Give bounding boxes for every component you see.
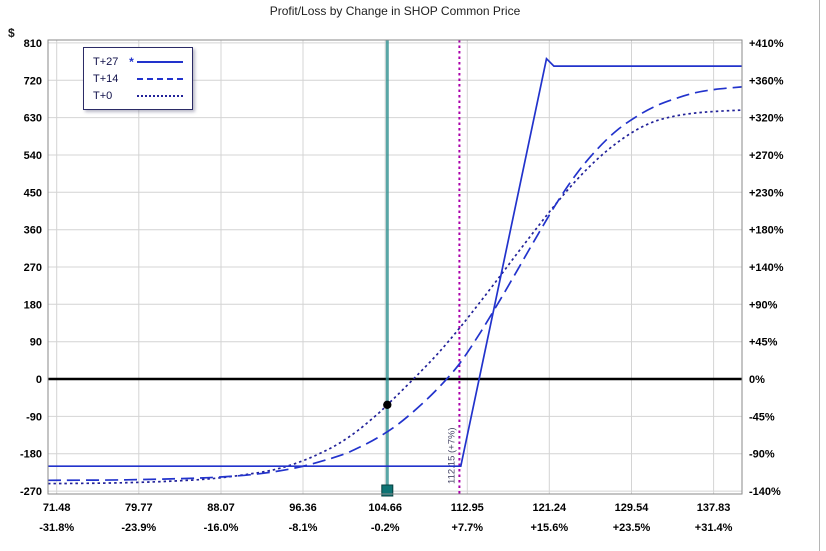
svg-text:+270%: +270% — [749, 150, 784, 162]
svg-text:121.24: 121.24 — [532, 502, 567, 514]
svg-text:104.66: 104.66 — [368, 502, 402, 514]
svg-text:71.48: 71.48 — [43, 502, 71, 514]
svg-text:90: 90 — [30, 337, 42, 349]
series-curves — [48, 56, 742, 485]
svg-text:112.95: 112.95 — [451, 502, 484, 514]
svg-text:+90%: +90% — [749, 299, 778, 311]
legend-line-sample-solid — [137, 60, 183, 63]
target-price-annotation: 112.15 (+7%) — [446, 427, 457, 484]
x-axis-percent-labels: -31.8% -23.9% -16.0% -8.1% -0.2% +7.7% +15.6% +… — [39, 522, 732, 534]
legend-item-t0: T+0 — [93, 87, 183, 104]
svg-text:720: 720 — [24, 75, 42, 87]
chart-title: Profit/Loss by Change in SHOP Common Pri… — [269, 4, 521, 18]
y-axis-right-labels: +410% +360% +320% +270% +230% +180% +140% +90% +… — [749, 38, 784, 498]
svg-text:180: 180 — [24, 299, 42, 311]
svg-text:+360%: +360% — [749, 75, 784, 87]
svg-text:-45%: -45% — [749, 411, 775, 423]
svg-text:0%: 0% — [749, 374, 765, 386]
y-axis-dollar-label: $ — [8, 26, 15, 40]
svg-text:79.77: 79.77 — [125, 502, 153, 514]
svg-text:+23.5%: +23.5% — [613, 522, 651, 534]
price-slider-handle[interactable] — [381, 484, 394, 497]
svg-text:88.07: 88.07 — [207, 502, 235, 514]
svg-text:+180%: +180% — [749, 225, 784, 237]
plot-border — [47, 39, 743, 495]
series-t0-line — [48, 109, 742, 485]
svg-text:+410%: +410% — [749, 38, 784, 50]
svg-text:-270: -270 — [20, 486, 42, 498]
current-pl-dot — [383, 400, 392, 409]
svg-text:-0.2%: -0.2% — [371, 522, 400, 534]
svg-text:-90%: -90% — [749, 449, 775, 461]
svg-text:270: 270 — [24, 262, 42, 274]
series-t14-line — [48, 86, 742, 482]
window-edge-divider — [819, 0, 820, 551]
svg-text:-140%: -140% — [749, 486, 781, 498]
svg-text:+45%: +45% — [749, 337, 778, 349]
svg-text:+15.6%: +15.6% — [530, 522, 568, 534]
x-axis-price-labels: 71.48 79.77 88.07 96.36 104.66 112.95 121.24 12… — [43, 502, 730, 514]
svg-text:360: 360 — [24, 225, 42, 237]
svg-text:450: 450 — [24, 187, 42, 199]
svg-text:+140%: +140% — [749, 262, 784, 274]
svg-text:+31.4%: +31.4% — [695, 522, 733, 534]
svg-text:137.83: 137.83 — [697, 502, 731, 514]
legend-line-sample-dot — [137, 94, 183, 97]
svg-text:0: 0 — [36, 374, 42, 386]
svg-text:-16.0%: -16.0% — [204, 522, 239, 534]
svg-text:630: 630 — [24, 113, 42, 125]
legend-label-t14: T+14 — [93, 72, 119, 85]
svg-text:+230%: +230% — [749, 187, 784, 199]
svg-text:810: 810 — [24, 38, 42, 50]
legend-label-t27: T+27 — [93, 55, 119, 68]
legend-label-t0: T+0 — [93, 89, 113, 102]
svg-text:+320%: +320% — [749, 113, 784, 125]
legend-asterisk-marker: * — [129, 54, 134, 69]
svg-text:540: 540 — [24, 150, 42, 162]
legend: T+27 * T+14 T+0 — [83, 47, 193, 110]
legend-item-t27: T+27 * — [93, 53, 183, 70]
y-axis-left-labels: 810 720 630 540 450 360 270 180 90 0 -90 -180 -270 — [20, 38, 42, 498]
gridlines — [48, 40, 742, 494]
legend-item-t14: T+14 — [93, 70, 183, 87]
svg-text:-23.9%: -23.9% — [121, 522, 156, 534]
svg-text:96.36: 96.36 — [289, 502, 317, 514]
svg-text:-8.1%: -8.1% — [289, 522, 318, 534]
svg-text:129.54: 129.54 — [615, 502, 650, 514]
svg-text:-180: -180 — [20, 449, 42, 461]
legend-line-sample-long-dash — [137, 77, 183, 80]
svg-text:+7.7%: +7.7% — [452, 522, 484, 534]
svg-text:-90: -90 — [26, 411, 42, 423]
svg-text:-31.8%: -31.8% — [39, 522, 74, 534]
series-t27-line — [48, 56, 742, 468]
